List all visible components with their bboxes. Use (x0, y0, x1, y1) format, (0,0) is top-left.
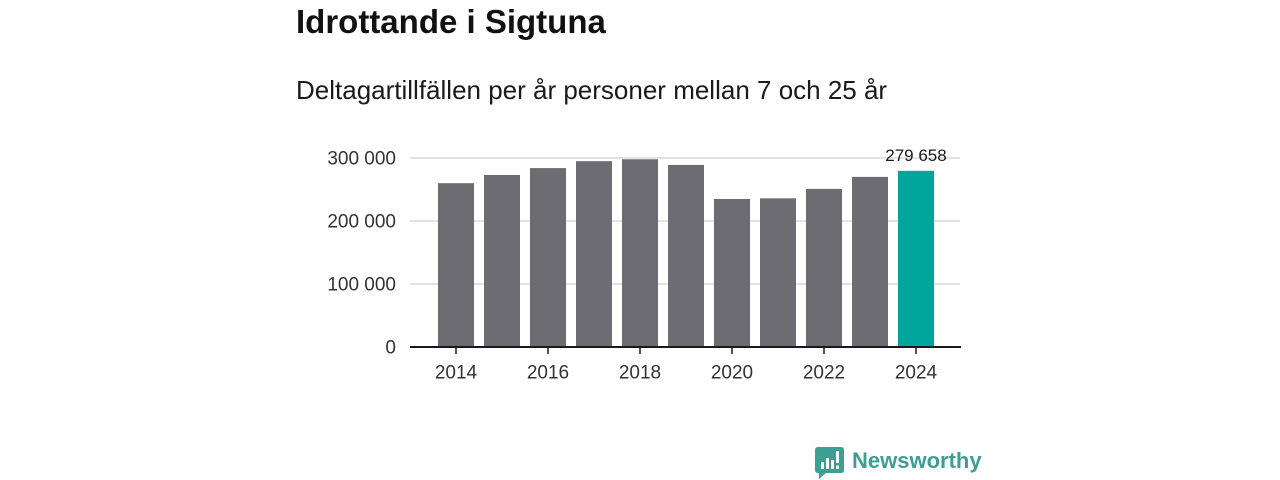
bar-2016 (530, 168, 566, 347)
bar-value-label: 279 658 (885, 146, 946, 165)
y-axis-tick-labels: 0 100 000 200 000 300 000 (327, 149, 396, 359)
x-tick-label: 2014 (435, 363, 478, 384)
bar-2024 (898, 170, 934, 347)
x-tick-label: 2022 (803, 363, 845, 384)
bar-2019 (668, 164, 704, 347)
bar-2017 (576, 161, 612, 347)
x-tick-label: 2020 (711, 363, 753, 384)
chart-subtitle: Deltagartillfällen per år personer mella… (296, 75, 888, 105)
y-tick-label: 100 000 (327, 275, 396, 296)
bar-2015 (484, 175, 520, 347)
bar-2020 (714, 198, 750, 347)
bar-2022 (806, 188, 842, 347)
newsworthy-logo-icon (815, 447, 844, 479)
bars (438, 159, 934, 347)
y-tick-label: 200 000 (327, 212, 396, 233)
brand-name: Newsworthy (852, 448, 982, 473)
y-tick-label: 0 (385, 338, 396, 359)
bar-2014 (438, 183, 474, 347)
x-tick-label: 2018 (619, 363, 661, 384)
bar-2023 (852, 176, 888, 347)
bar-2018 (622, 159, 658, 347)
x-axis-ticks: 2014 2016 2018 2020 2022 2024 (435, 347, 938, 384)
bar-2021 (760, 198, 796, 347)
y-tick-label: 300 000 (327, 149, 396, 170)
x-tick-label: 2024 (895, 363, 938, 384)
chart-title: Idrottande i Sigtuna (296, 3, 606, 40)
newsworthy-brand-link[interactable]: Newsworthy (815, 447, 985, 479)
x-tick-label: 2016 (527, 363, 569, 384)
